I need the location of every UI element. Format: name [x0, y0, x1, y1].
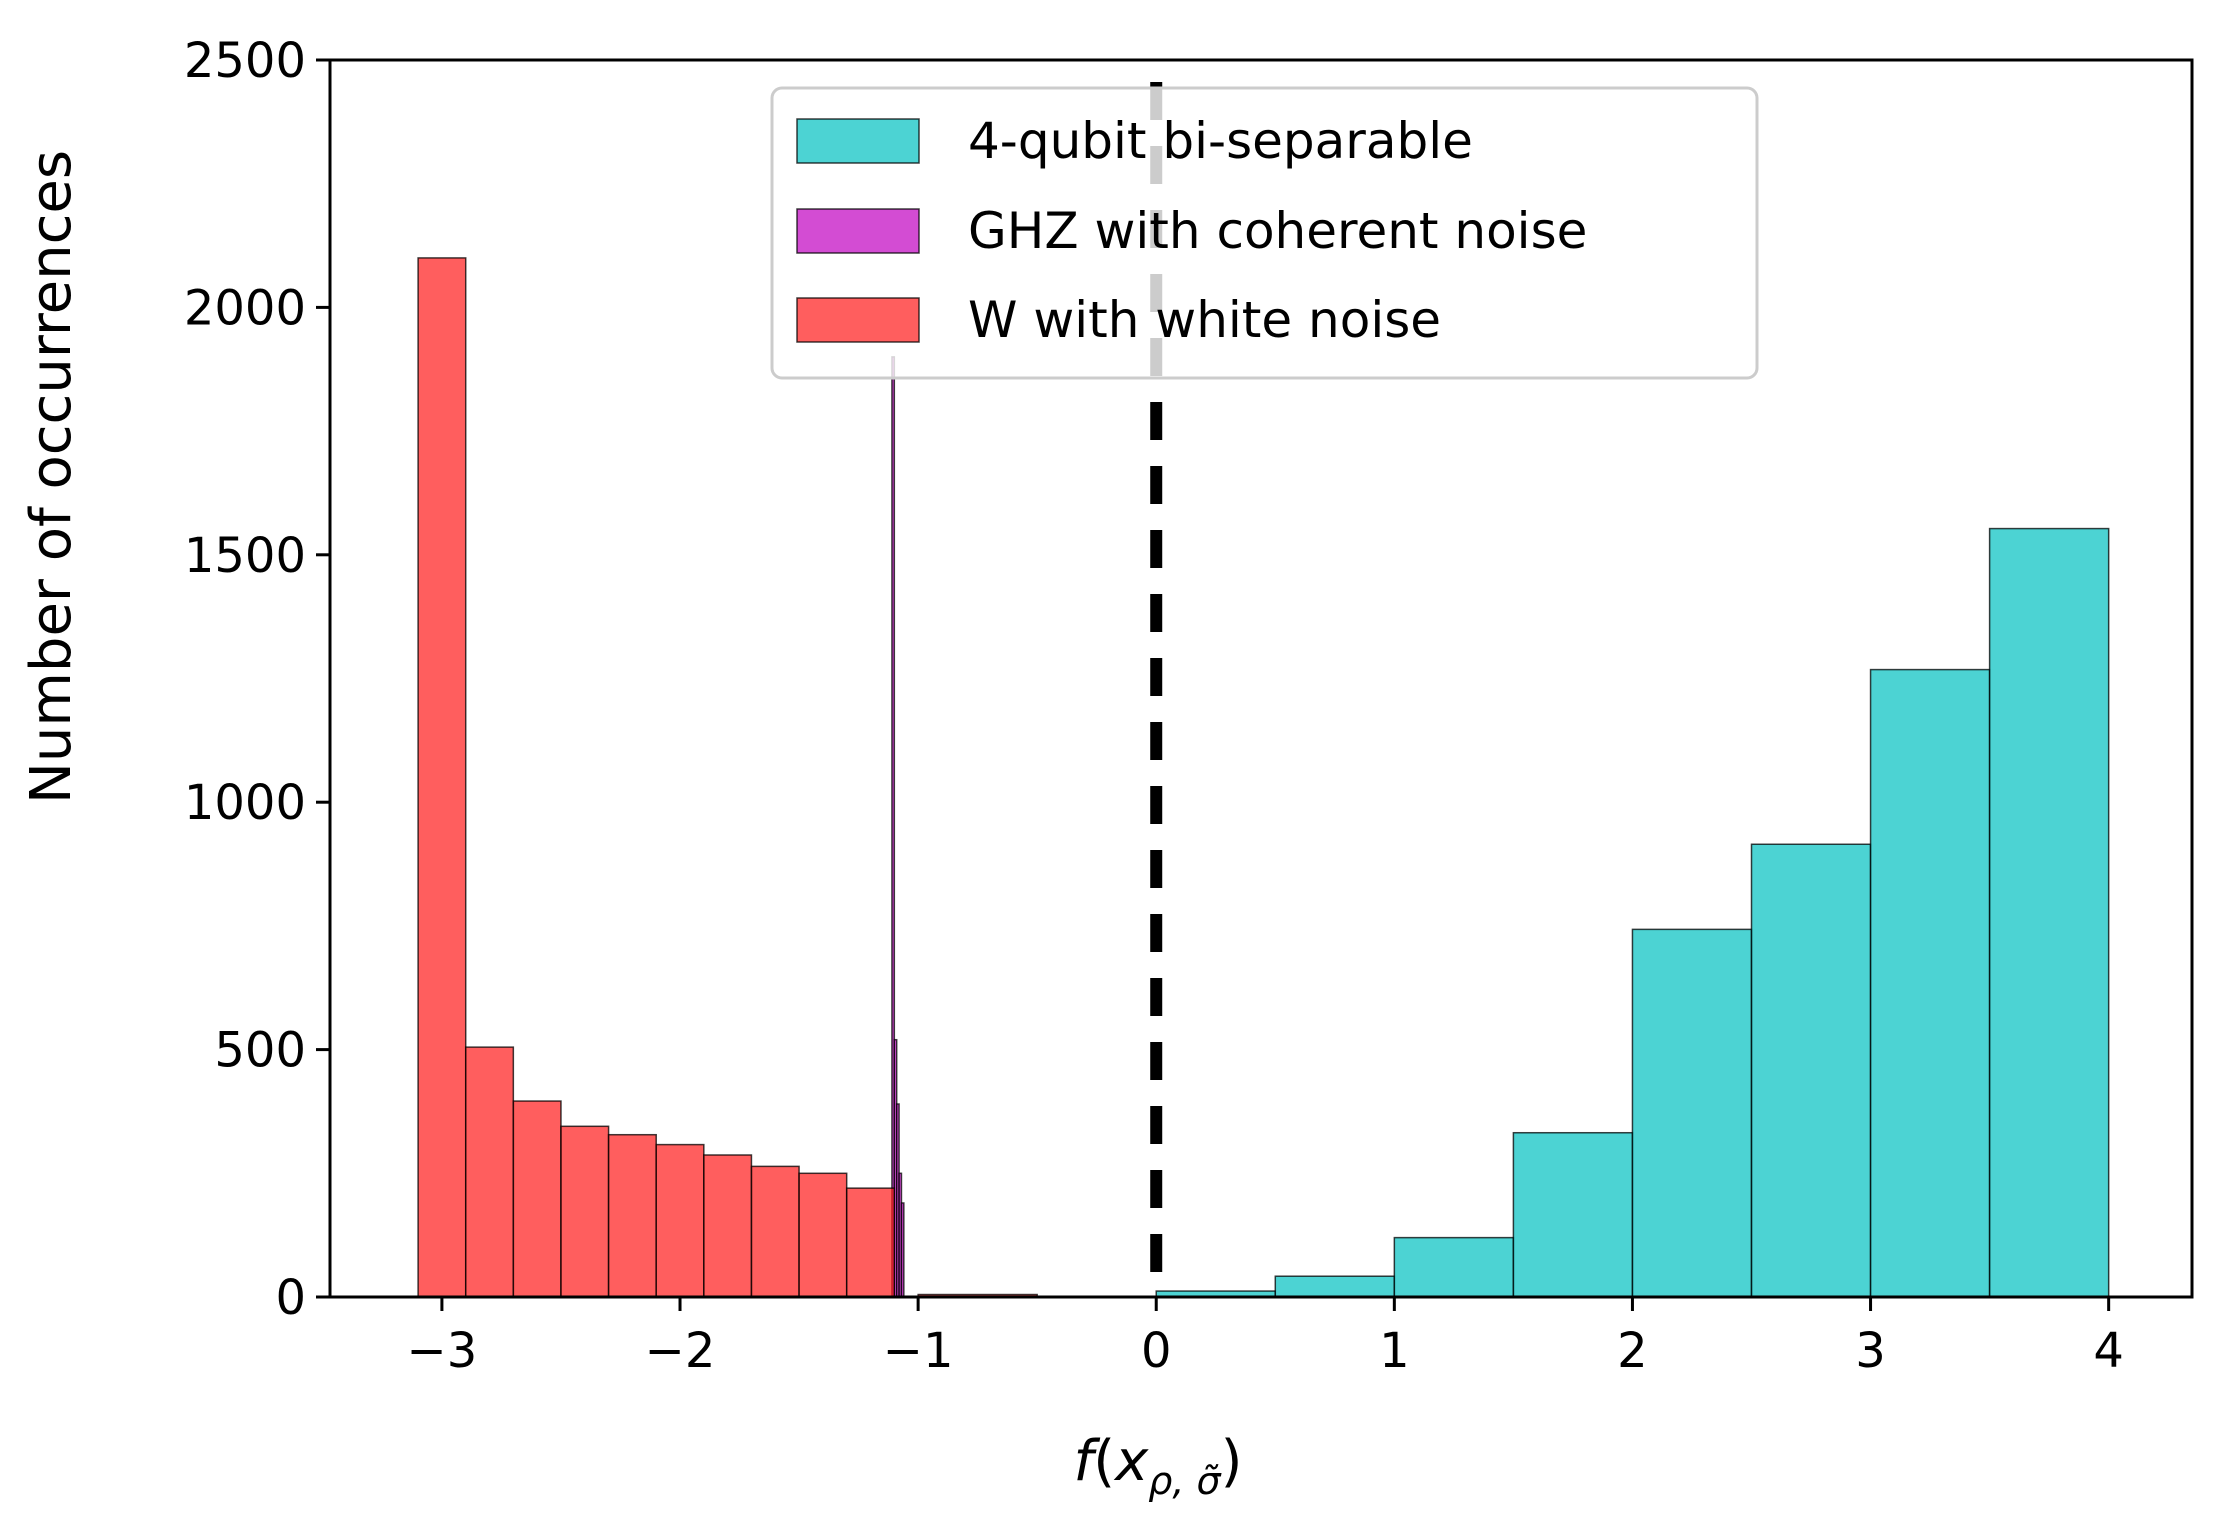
histogram-bar — [900, 1202, 905, 1298]
y-tick-label: 500 — [214, 1023, 306, 1079]
histogram-bar — [607, 1133, 657, 1298]
histogram-bar — [703, 1154, 753, 1298]
y-tick-label: 1000 — [184, 775, 306, 831]
x-tick-label: 0 — [1141, 1323, 1172, 1379]
y-axis: 0 500 1000 1500 2000 2500 — [184, 33, 330, 1326]
histogram-bar — [655, 1143, 705, 1298]
histogram-bar — [798, 1172, 848, 1298]
histogram-bar — [1750, 843, 1872, 1298]
legend-label: 4-qubit bi-separable — [968, 112, 1473, 170]
x-tick-label: 1 — [1379, 1323, 1410, 1379]
legend-label: GHZ with coherent noise — [968, 202, 1587, 260]
x-tick-label: −3 — [407, 1323, 478, 1379]
y-tick-label: 1500 — [184, 528, 306, 584]
histogram-bar — [464, 1046, 515, 1298]
plot-frame — [328, 58, 2194, 1299]
legend-swatch — [796, 208, 920, 254]
legend-label: W with white noise — [968, 291, 1441, 349]
x-tick-label: −1 — [883, 1323, 954, 1379]
legend-box — [770, 86, 1759, 380]
y-tick-label: 0 — [275, 1270, 306, 1326]
histogram-bar — [1631, 928, 1753, 1298]
histogram-bar — [1988, 527, 2110, 1298]
legend-swatch — [796, 297, 920, 343]
histogram-bar — [1393, 1236, 1515, 1298]
x-tick-label: 2 — [1617, 1323, 1648, 1379]
y-axis-label: Number of occurrences — [19, 150, 84, 804]
x-axis: −3 −2 −1 0 1 2 3 4 — [407, 1297, 2124, 1379]
x-axis-label: f(xρ, σ̃) — [1074, 1429, 1243, 1503]
x-tick-label: 4 — [2093, 1323, 2124, 1379]
histogram-bars — [417, 257, 2110, 1298]
legend-swatch — [796, 118, 920, 164]
histogram-bar — [512, 1100, 562, 1298]
histogram-bar — [750, 1165, 800, 1298]
x-tick-label: −2 — [645, 1323, 716, 1379]
legend: 4-qubit bi-separable GHZ with coherent no… — [770, 86, 1759, 380]
x-tick-label: 3 — [1855, 1323, 1886, 1379]
y-tick-label: 2000 — [184, 280, 306, 336]
histogram-bar — [560, 1125, 610, 1298]
histogram-bar — [1512, 1131, 1634, 1298]
histogram-bar — [1869, 668, 1991, 1298]
histogram-bar — [845, 1187, 896, 1298]
histogram-bar — [1274, 1275, 1396, 1298]
y-tick-label: 2500 — [184, 33, 306, 89]
histogram-bar — [417, 257, 467, 1298]
